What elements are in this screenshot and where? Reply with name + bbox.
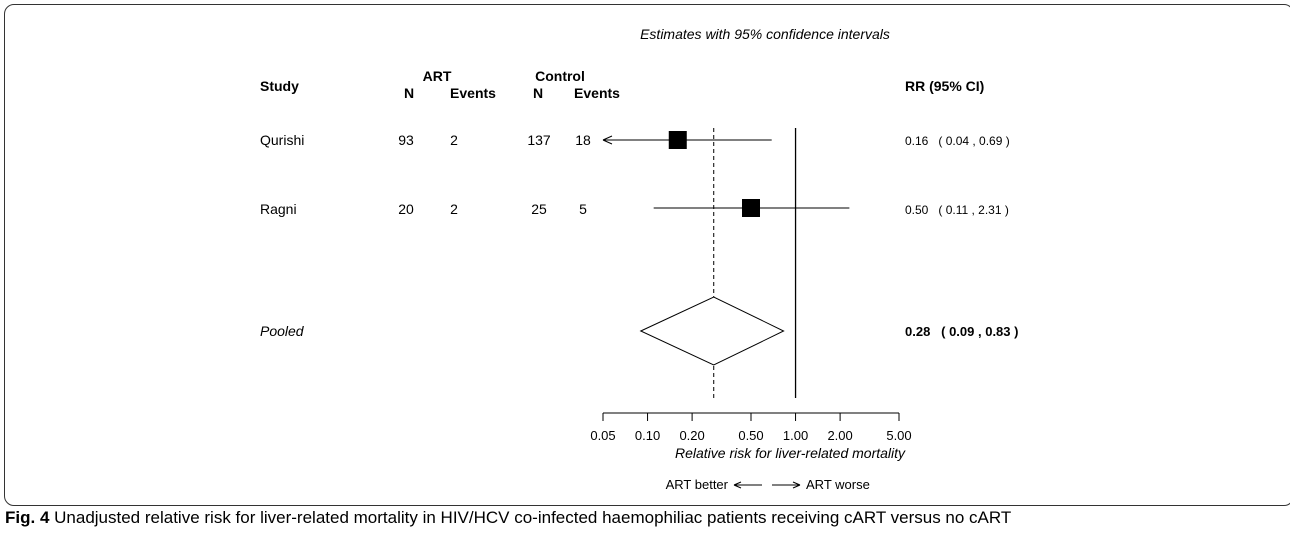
control-events: 5 xyxy=(579,201,587,217)
point-estimate xyxy=(742,199,760,217)
header-art-events: Events xyxy=(450,85,496,101)
pooled-name: Pooled xyxy=(260,323,305,339)
study-row: Ragni 20 2 25 5 0.50 ( 0.11 , 2.31 ) xyxy=(260,201,1009,217)
x-tick-label: 0.10 xyxy=(635,428,660,443)
x-tick-label: 0.50 xyxy=(738,428,763,443)
clipped-interval-arrow xyxy=(602,135,613,145)
control-n: 137 xyxy=(527,132,551,148)
pooled-diamond xyxy=(639,296,785,366)
plot-marks xyxy=(602,128,850,398)
study-name: Ragni xyxy=(260,201,297,217)
x-tick-label: 2.00 xyxy=(827,428,852,443)
direction-left-arrowhead xyxy=(733,481,742,489)
x-tick-label: 1.00 xyxy=(783,428,808,443)
header-art: ART xyxy=(423,68,452,84)
header-rr: RR (95% CI) xyxy=(905,78,984,94)
x-axis-label: Relative risk for liver-related mortalit… xyxy=(675,445,906,461)
header-control: Control xyxy=(535,68,585,84)
caption-text: Unadjusted relative risk for liver-relat… xyxy=(49,508,1012,527)
x-axis: 0.05 0.10 0.20 0.50 1.00 2.00 5.00 xyxy=(590,412,912,443)
chart-title: Estimates with 95% confidence intervals xyxy=(640,26,890,42)
direction-right-arrowhead xyxy=(792,481,801,489)
caption-label: Fig. 4 xyxy=(5,508,50,527)
control-n: 25 xyxy=(531,201,547,217)
point-estimate xyxy=(668,131,687,149)
study-row: Qurishi 93 2 137 18 0.16 ( 0.04 , 0.69 ) xyxy=(260,132,1010,148)
art-events: 2 xyxy=(450,132,458,148)
figure-border xyxy=(4,4,1290,506)
rr-label: 0.16 ( 0.04 , 0.69 ) xyxy=(905,134,1010,148)
header-control-events: Events xyxy=(574,85,620,101)
x-tick-label: 0.05 xyxy=(590,428,615,443)
direction-right: ART worse xyxy=(806,477,870,492)
figure-caption: Fig. 4 Unadjusted relative risk for live… xyxy=(5,508,1011,528)
header-art-n: N xyxy=(404,85,414,101)
pooled-rr-label: 0.28 ( 0.09 , 0.83 ) xyxy=(905,324,1018,339)
art-n: 93 xyxy=(398,132,414,148)
header-control-n: N xyxy=(533,85,543,101)
x-tick-label: 0.20 xyxy=(679,428,704,443)
header-study: Study xyxy=(260,78,299,94)
direction-left: ART better xyxy=(666,477,729,492)
art-n: 20 xyxy=(398,201,414,217)
rr-label: 0.50 ( 0.11 , 2.31 ) xyxy=(905,203,1009,217)
art-events: 2 xyxy=(450,201,458,217)
forest-plot: Estimates with 95% confidence intervals … xyxy=(260,26,1018,492)
x-tick-label: 5.00 xyxy=(886,428,911,443)
study-name: Qurishi xyxy=(260,132,304,148)
control-events: 18 xyxy=(575,132,591,148)
